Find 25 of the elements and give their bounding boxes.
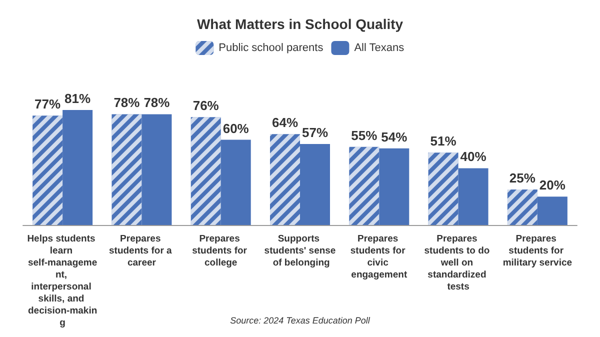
data-label: 78% bbox=[114, 95, 140, 110]
data-label: 25% bbox=[509, 170, 536, 186]
data-label: 81% bbox=[64, 90, 92, 106]
data-label: 76% bbox=[192, 98, 220, 114]
data-label: 20% bbox=[539, 178, 566, 193]
data-label: 78% bbox=[144, 95, 170, 110]
data-label: 77% bbox=[34, 96, 62, 112]
legend-label: Public school parents bbox=[218, 42, 324, 54]
x-tick-label: Prepares students for a career bbox=[108, 234, 174, 268]
data-label: 57% bbox=[302, 125, 328, 140]
x-tick-label: Supports students' sense of belonging bbox=[264, 234, 336, 268]
data-label: 64% bbox=[272, 115, 298, 130]
source-note: Source: 2024 Texas Education Poll bbox=[230, 316, 371, 326]
x-tick-label: Helps students learn self-management, interpersonal skills, and decision-making bbox=[27, 234, 98, 328]
data-label: 51% bbox=[430, 134, 457, 149]
data-label: 60% bbox=[222, 120, 250, 136]
chart-title: What Matters in School Quality bbox=[196, 16, 404, 32]
data-label: 54% bbox=[381, 129, 408, 144]
x-tick-label: Prepares students for military service bbox=[502, 234, 572, 268]
x-tick-label: Prepares students to do well on standardized tests bbox=[424, 234, 492, 292]
data-label: 55% bbox=[351, 128, 378, 143]
x-tick-label: Prepares students for civic engagement bbox=[350, 234, 408, 280]
legend-label: All Texans bbox=[354, 42, 405, 54]
x-tick-label: Prepares students for college bbox=[192, 234, 250, 268]
data-label: 40% bbox=[460, 149, 487, 164]
